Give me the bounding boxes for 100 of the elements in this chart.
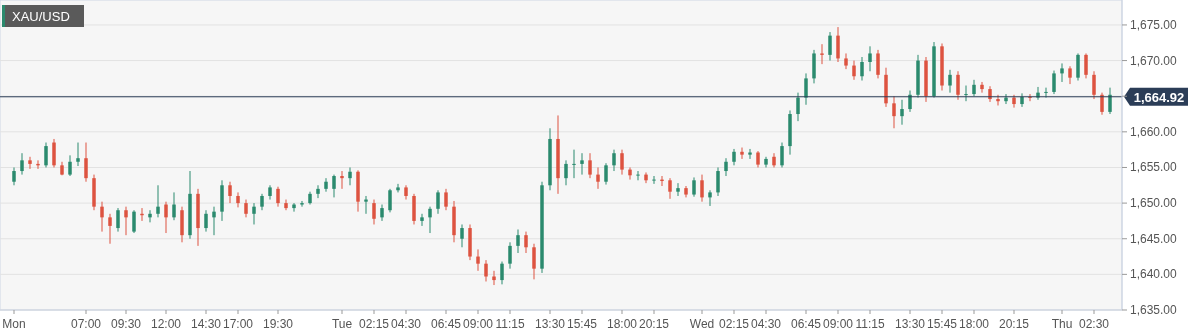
candlestick: [252, 202, 256, 225]
x-tick-label: 13:30: [894, 317, 926, 331]
candlestick: [908, 90, 912, 113]
candlestick: [892, 95, 896, 129]
candlestick: [396, 183, 400, 193]
candlestick: [532, 243, 536, 280]
candlestick: [844, 52, 848, 70]
x-tick-label: 14:30: [190, 317, 222, 331]
ref-line-label: 1,664.92: [1133, 89, 1185, 105]
candlestick: [156, 184, 160, 218]
x-tick-label: 20:15: [638, 317, 670, 331]
candlestick: [596, 166, 600, 190]
candlestick: [172, 191, 176, 221]
candlestick: [484, 259, 488, 282]
candlestick: [956, 70, 960, 101]
candlestick: [676, 182, 680, 197]
candlestick: [492, 270, 496, 286]
candlestick: [980, 81, 984, 94]
candlestick: [524, 231, 528, 254]
candlestick: [124, 206, 128, 236]
candlestick: [652, 175, 656, 185]
candlestick: [292, 202, 296, 213]
x-tick-label: 07:00: [70, 317, 102, 331]
candlestick: [324, 177, 328, 193]
candlestick: [84, 142, 88, 183]
candlestick: [164, 201, 168, 234]
candlestick: [588, 152, 592, 179]
candlestick: [1052, 70, 1056, 95]
candlestick: [668, 177, 672, 200]
candlestick: [860, 56, 864, 82]
candlestick: [1076, 52, 1080, 82]
candlestick: [644, 171, 648, 184]
x-tick-label: 11:15: [495, 317, 525, 331]
candlestick: [820, 43, 824, 65]
candlestick: [100, 201, 104, 233]
candlestick: [636, 170, 640, 181]
candlestick: [604, 162, 608, 186]
y-tick-label: 1,645.00: [1130, 231, 1178, 246]
x-tick-label: 13:30: [534, 317, 566, 331]
candlestick: [148, 209, 152, 223]
candlestick: [708, 189, 712, 207]
x-tick-label: 09:30: [110, 317, 142, 331]
x-tick-label: 09:00: [822, 317, 854, 331]
candlestick: [1012, 94, 1016, 109]
x-tick-label: 02:30: [1078, 317, 1110, 331]
x-tick-label: 02:15: [358, 317, 390, 331]
candlestick: [372, 199, 376, 225]
y-tick-label: 1,650.00: [1130, 196, 1178, 211]
candlestick: [1084, 52, 1088, 79]
x-tick-label: 06:45: [430, 317, 462, 331]
x-tick-label: 06:45: [790, 317, 822, 331]
text: XAU/USD: [12, 9, 70, 24]
x-tick-label: 12:00: [150, 317, 182, 331]
y-tick-label: 1,640.00: [1130, 267, 1178, 282]
candlestick: [1060, 62, 1064, 83]
candlestick: [460, 223, 464, 248]
candlestick: [564, 159, 568, 186]
candlestick: [428, 206, 432, 234]
candlestick: [780, 142, 784, 168]
y-tick-label: 1,670.00: [1130, 53, 1178, 68]
x-tick-label: 15:45: [926, 317, 958, 331]
x-tick-label: 15:45: [566, 317, 598, 331]
candlestick: [1092, 70, 1096, 100]
candlestick: [580, 152, 584, 176]
candlestick: [340, 170, 344, 190]
candlestick: [332, 174, 336, 198]
candlestick: [68, 154, 72, 177]
candlestick: [900, 99, 904, 126]
candlestick: [316, 184, 320, 199]
candlestick: [740, 147, 744, 160]
candlestick: [116, 207, 120, 233]
x-tick-label: 17:00: [222, 317, 254, 331]
candlestick: [612, 149, 616, 172]
y-tick-label: 1,675.00: [1130, 17, 1178, 32]
candlestick: [204, 209, 208, 233]
candlestick: [28, 156, 32, 170]
candlestick: [1044, 87, 1048, 99]
candlestick: [364, 195, 368, 215]
candlestick: [748, 148, 752, 160]
candlestick: [1108, 87, 1112, 115]
candlestick: [228, 181, 232, 204]
x-tick-label: 11:15: [855, 317, 885, 331]
x-tick-label: 02:15: [718, 317, 750, 331]
candlestick: [572, 149, 576, 179]
candlestick: [1100, 92, 1104, 116]
candlestick: [388, 188, 392, 213]
candlestick: [420, 213, 424, 227]
candlestick: [436, 189, 440, 215]
x-tick-label: 18:00: [958, 317, 990, 331]
candlestick: [276, 186, 280, 208]
candlestick: [1028, 93, 1032, 102]
candlestick: [700, 174, 704, 203]
x-tick-label: Mon: [2, 317, 26, 331]
candlestick: [348, 166, 352, 186]
candlestick: [1004, 93, 1008, 105]
y-tick-label: 1,635.00: [1130, 303, 1178, 317]
candlestick: [212, 206, 216, 236]
candlestick: [852, 60, 856, 81]
candlestick: [876, 49, 880, 79]
candlestick: [724, 157, 728, 177]
